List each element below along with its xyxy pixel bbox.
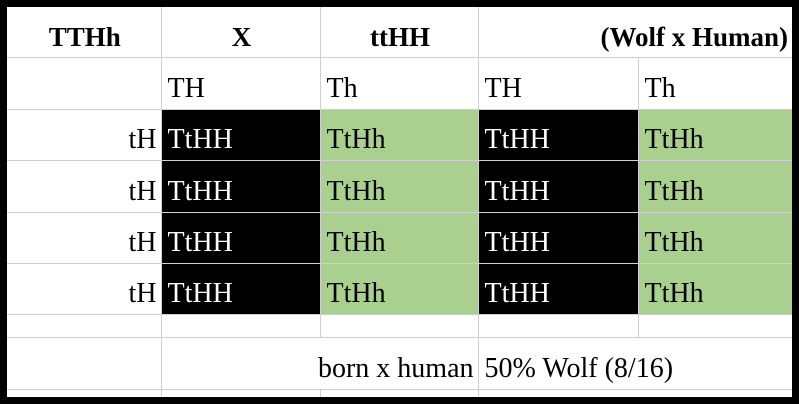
punnett-cell-green[interactable]: TtHh: [637, 263, 792, 315]
side-gamete-cell[interactable]: tH: [7, 160, 162, 213]
empty-cell[interactable]: [477, 314, 639, 338]
side-gamete-cell[interactable]: tH: [7, 109, 162, 161]
cross-note-cell[interactable]: (Wolf x Human): [477, 7, 792, 58]
empty-cell[interactable]: [319, 389, 479, 397]
punnett-cell-green[interactable]: TtHh: [319, 109, 479, 161]
empty-cell[interactable]: [160, 314, 321, 338]
side-gamete-cell[interactable]: tH: [7, 212, 162, 264]
punnett-row: tH TtHH TtHh TtHH TtHh: [7, 263, 792, 315]
empty-cell[interactable]: [637, 314, 792, 338]
punnett-cell-black[interactable]: TtHH: [160, 109, 321, 161]
top-gamete-cell[interactable]: TH: [160, 57, 321, 110]
parent2-genotype-cell[interactable]: ttHH: [319, 7, 479, 58]
side-gamete-cell[interactable]: tH: [7, 263, 162, 315]
empty-cell[interactable]: [7, 389, 162, 397]
empty-cell[interactable]: [319, 314, 479, 338]
spreadsheet-grid: TTHh X ttHH (Wolf x Human) TH Th TH Th t…: [7, 7, 792, 397]
top-gamete-cell[interactable]: Th: [637, 57, 792, 110]
punnett-cell-green[interactable]: TtHh: [637, 212, 792, 264]
punnett-cell-green[interactable]: TtHh: [637, 109, 792, 161]
punnett-cell-green[interactable]: TtHh: [319, 263, 479, 315]
punnett-cell-black[interactable]: TtHH: [160, 263, 321, 315]
empty-cell[interactable]: [7, 57, 162, 110]
spacer-row: [7, 314, 792, 338]
top-gamete-cell[interactable]: Th: [319, 57, 479, 110]
punnett-cell-black[interactable]: TtHH: [477, 263, 639, 315]
punnett-cell-black[interactable]: TtHH: [477, 212, 639, 264]
wolf-result-cell[interactable]: 50% Wolf (8/16): [477, 337, 792, 390]
punnett-row: tH TtHH TtHh TtHH TtHh: [7, 212, 792, 264]
empty-cell[interactable]: [160, 389, 321, 397]
cross-label-cell[interactable]: born x human: [160, 337, 479, 390]
punnett-cell-black[interactable]: TtHH: [477, 109, 639, 161]
punnett-cell-black[interactable]: TtHH: [477, 160, 639, 213]
cross-header-row: TTHh X ttHH (Wolf x Human): [7, 7, 792, 58]
parent1-genotype-cell[interactable]: TTHh: [7, 7, 162, 58]
punnett-cell-green[interactable]: TtHh: [319, 212, 479, 264]
punnett-row: tH TtHH TtHh TtHH TtHh: [7, 109, 792, 161]
punnett-cell-green[interactable]: TtHh: [319, 160, 479, 213]
unviable-result-cell[interactable]: 50% Unviable (8/16): [477, 389, 792, 397]
punnett-row: tH TtHH TtHh TtHH TtHh: [7, 160, 792, 213]
result-row-unviable: 50% Unviable (8/16): [7, 389, 792, 397]
empty-cell[interactable]: [7, 314, 162, 338]
cross-symbol-cell[interactable]: X: [160, 7, 321, 58]
punnett-cell-black[interactable]: TtHH: [160, 212, 321, 264]
punnett-cell-green[interactable]: TtHh: [637, 160, 792, 213]
top-gametes-row: TH Th TH Th: [7, 57, 792, 110]
punnett-cell-black[interactable]: TtHH: [160, 160, 321, 213]
top-gamete-cell[interactable]: TH: [477, 57, 639, 110]
result-row-wolf: born x human 50% Wolf (8/16): [7, 337, 792, 390]
empty-cell[interactable]: [7, 337, 162, 390]
